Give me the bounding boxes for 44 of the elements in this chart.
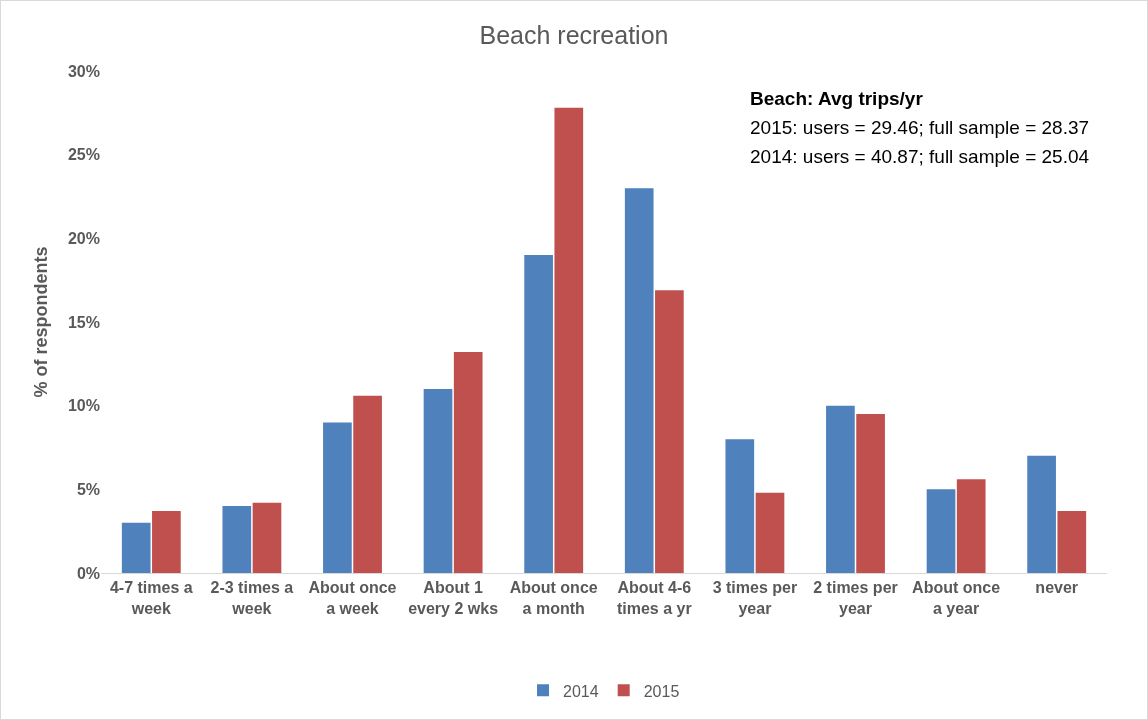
bar bbox=[826, 405, 855, 573]
annotation: 2014: users = 40.87; full sample = 25.04 bbox=[750, 146, 1090, 167]
bar bbox=[755, 492, 785, 573]
x-tick-label: About once a year bbox=[912, 579, 1001, 617]
bar bbox=[453, 352, 483, 573]
bar bbox=[926, 489, 956, 573]
bar bbox=[524, 255, 553, 573]
bar bbox=[423, 388, 453, 573]
x-tick-label: About 1 every 2 wks bbox=[408, 579, 499, 617]
bar bbox=[624, 188, 654, 573]
bar bbox=[856, 414, 885, 573]
x-tick-label: About 4-6 times a yr bbox=[616, 579, 692, 617]
x-tick-label: 2-3 times a week bbox=[210, 579, 294, 617]
bar bbox=[152, 511, 181, 573]
bar bbox=[956, 479, 986, 573]
chart-title: Beach recreation bbox=[479, 20, 669, 49]
bar bbox=[121, 522, 151, 573]
x-tick-label: About once a week bbox=[308, 579, 397, 617]
x-tick-label: 4-7 times a week bbox=[109, 579, 193, 617]
bar bbox=[353, 395, 382, 573]
x-tick-label: never bbox=[1035, 579, 1079, 597]
y-axis-title: % of respondents bbox=[31, 246, 52, 398]
y-tick-label: 5% bbox=[76, 480, 100, 498]
y-tick-label: 25% bbox=[67, 146, 100, 164]
bar bbox=[252, 502, 282, 573]
bar bbox=[554, 107, 584, 573]
x-tick-label: 3 times per year bbox=[712, 579, 798, 617]
bar bbox=[725, 439, 755, 573]
y-tick-label: 15% bbox=[67, 313, 100, 331]
bar bbox=[1027, 455, 1056, 573]
x-tick-label: 2 times per year bbox=[813, 579, 898, 617]
bar bbox=[655, 290, 684, 573]
bar bbox=[222, 506, 252, 573]
annotation: 2015: users = 29.46; full sample = 28.37 bbox=[750, 117, 1090, 138]
legend-label: 2015 bbox=[643, 682, 680, 700]
y-tick-label: 30% bbox=[67, 62, 100, 80]
bar bbox=[323, 422, 352, 573]
bar bbox=[1057, 511, 1087, 573]
y-tick-label: 20% bbox=[67, 229, 100, 247]
annotation: Beach: Avg trips/yr bbox=[750, 88, 924, 109]
x-tick-label: About once a month bbox=[509, 579, 598, 617]
legend-label: 2014 bbox=[563, 682, 599, 700]
y-tick-label: 0% bbox=[76, 564, 100, 582]
y-tick-label: 10% bbox=[67, 397, 100, 415]
